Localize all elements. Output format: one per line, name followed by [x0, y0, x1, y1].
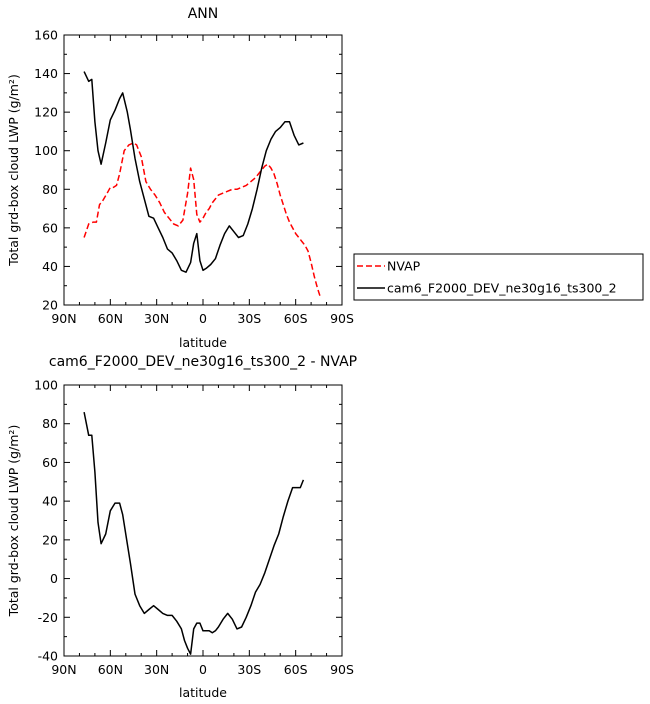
y-tick-label: 40	[42, 494, 58, 509]
chart-title: cam6_F2000_DEV_ne30g16_ts300_2 - NVAP	[49, 354, 357, 370]
y-tick-label: 160	[34, 28, 58, 43]
x-tick-label: 30S	[237, 662, 261, 677]
x-tick-label: 60S	[284, 662, 308, 677]
y-tick-label: 20	[42, 298, 58, 313]
y-tick-label: 20	[42, 532, 58, 547]
plot-frame	[63, 384, 343, 657]
y-tick-label: 0	[50, 571, 58, 586]
x-tick-label: 30S	[237, 311, 261, 326]
y-tick-label: 120	[34, 105, 58, 120]
y-tick-label: 60	[42, 220, 58, 235]
y-tick-label: 80	[42, 182, 58, 197]
y-tick-label: 100	[34, 378, 58, 393]
y-tick-label: 100	[34, 143, 58, 158]
y-tick-label: -20	[38, 610, 58, 625]
series-line-nvap	[83, 142, 322, 298]
x-tick-label: 30N	[144, 311, 169, 326]
plot-frame	[63, 34, 343, 306]
chart-panel-2: cam6_F2000_DEV_ne30g16_ts300_2 - NVAP 90N…	[6, 354, 357, 700]
x-tick-label: 60N	[98, 311, 123, 326]
x-tick-label: 0	[199, 311, 207, 326]
x-axis-label: latitude	[179, 685, 227, 700]
legend-label: cam6_F2000_DEV_ne30g16_ts300_2	[387, 281, 617, 296]
y-tick-label: 140	[34, 66, 58, 81]
y-axis-label: Total grd-box cloud LWP (g/m²)	[6, 425, 21, 618]
series-line-difference	[83, 411, 305, 655]
chart-panel-1: ANN 90N 60N 30N 0 30S 60S 90S 20 40 60 80 100 120 140 1…	[6, 6, 644, 350]
x-tick-label: 90S	[330, 311, 354, 326]
x-tick-label: 90N	[51, 662, 76, 677]
y-tick-label: -40	[38, 649, 58, 664]
chart-title: ANN	[188, 6, 219, 22]
x-tick-label: 90S	[330, 662, 354, 677]
x-tick-label: 60N	[98, 662, 123, 677]
x-axis-label: latitude	[179, 335, 227, 350]
legend: NVAP cam6_F2000_DEV_ne30g16_ts300_2	[353, 253, 644, 301]
y-tick-label: 40	[42, 259, 58, 274]
x-tick-label: 60S	[284, 311, 308, 326]
x-tick-label: 30N	[144, 662, 169, 677]
y-tick-label: 80	[42, 416, 58, 431]
legend-label: NVAP	[387, 259, 421, 274]
x-tick-label: 90N	[51, 311, 76, 326]
x-tick-label: 0	[199, 662, 207, 677]
series-line-cam6-f2000-dev-ne30g16-ts300-2	[83, 71, 304, 273]
y-axis-label: Total grd-box cloud LWP (g/m²)	[6, 74, 21, 267]
legend-box	[353, 253, 644, 301]
y-tick-label: 60	[42, 455, 58, 470]
